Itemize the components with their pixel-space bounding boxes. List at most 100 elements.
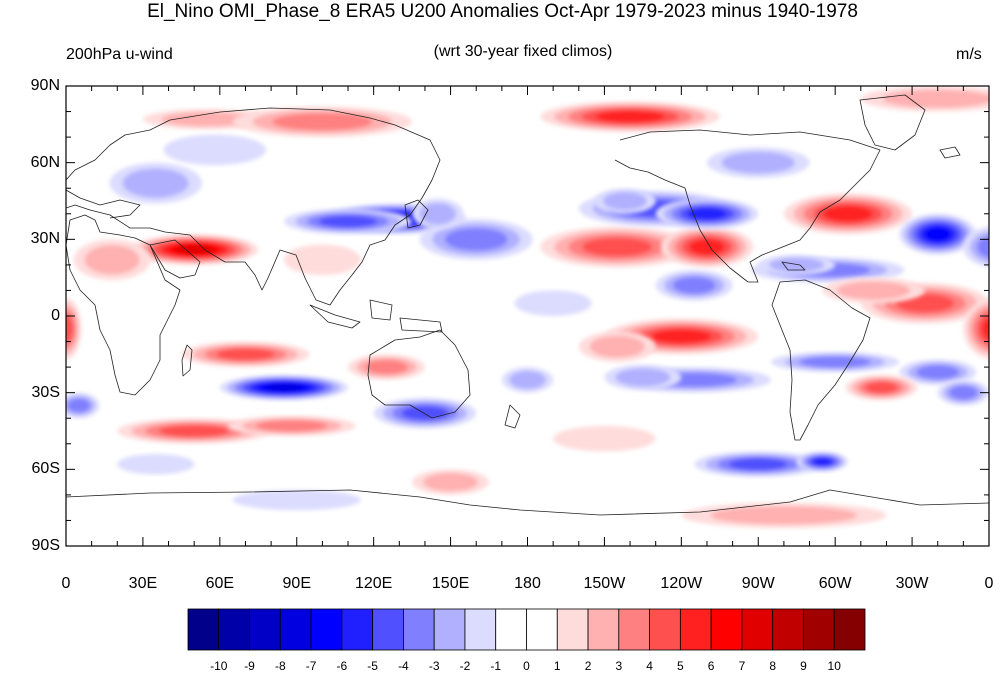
anomaly-contour: [687, 207, 727, 220]
coastline-madagascar: [181, 344, 193, 377]
anomaly-contour: [916, 365, 960, 380]
colorbar-box: [464, 608, 497, 651]
colorbar-label: -5: [367, 659, 378, 673]
anomaly-cell: [117, 454, 195, 475]
anomaly-cell: [655, 270, 733, 301]
colorbar-box: [403, 608, 435, 651]
anomaly-cell: [822, 277, 925, 304]
anomaly-cell: [706, 147, 810, 179]
anomaly-cell: [412, 198, 464, 230]
coastline-south-america: [771, 279, 871, 441]
coastline-arabia: [149, 239, 201, 279]
center-subtitle: (wrt 30-year fixed climos): [433, 43, 613, 60]
anomaly-contour: [122, 168, 189, 198]
latitude-label: 60S: [31, 460, 60, 478]
colorbar-label: -1: [490, 659, 502, 673]
anomaly-contour: [721, 151, 795, 174]
anomaly-contour: [159, 425, 230, 437]
anomaly-contour: [318, 215, 378, 228]
anomaly-contour: [865, 381, 898, 394]
anomaly-contour: [949, 385, 978, 400]
anomaly-contour: [161, 111, 253, 127]
colorbar-label: -3: [428, 659, 440, 673]
longitude-label: 150E: [431, 575, 470, 592]
colorbar-label: 7: [738, 659, 746, 673]
colorbar-box: [649, 608, 681, 651]
coastline-antarctica: [66, 489, 989, 516]
anomaly-cell: [594, 188, 656, 214]
colorbar-box: [587, 608, 620, 651]
anomaly-contour: [256, 420, 328, 432]
longitude-label: 60W: [818, 575, 852, 592]
anomaly-cell: [899, 359, 977, 385]
latitude-label: 30N: [30, 230, 60, 248]
anomaly-contour: [365, 360, 408, 375]
coastline-new-zealand: [504, 404, 521, 429]
anomaly-contour: [401, 406, 449, 421]
anomaly-contour: [163, 134, 266, 166]
colorbar-box: [218, 608, 250, 651]
anomaly-cell: [232, 489, 361, 511]
anomaly-cell: [771, 351, 900, 373]
anomaly-contour: [419, 202, 457, 225]
anomaly-contour: [977, 236, 989, 258]
colorbar-box: [187, 608, 220, 651]
anomaly-cell: [758, 254, 836, 276]
longitude-label: 60E: [205, 575, 235, 592]
coastline-caribbean: [781, 261, 806, 271]
longitude-label: 30W: [895, 575, 929, 592]
coastline-africa: [66, 214, 181, 396]
units-label: m/s: [956, 46, 982, 63]
latitude-label: 0: [51, 307, 60, 324]
anomaly-contour: [769, 257, 825, 273]
colorbar-label: 6: [707, 659, 715, 673]
anomaly-contour: [689, 239, 725, 255]
colorbar-label: 1: [553, 659, 561, 673]
anomaly-cell: [163, 134, 266, 166]
colorbar-label: 8: [769, 659, 777, 673]
anomaly-cell: [501, 367, 554, 393]
latitude-label: 30S: [31, 383, 60, 401]
anomaly-contour: [444, 227, 508, 251]
colorbar-box: [279, 608, 312, 651]
anomaly-contour: [615, 368, 671, 387]
latitude-label: 60N: [30, 153, 60, 171]
colorbar-label: -6: [336, 659, 348, 673]
anomaly-cell: [348, 354, 425, 380]
colorbar-label: -10: [210, 659, 228, 673]
anomaly-contour: [175, 245, 214, 255]
anomaly-cell: [845, 374, 918, 401]
anomaly-cell: [412, 469, 490, 495]
anomaly-cell: [963, 226, 989, 268]
anomaly-contour: [799, 356, 871, 368]
latitude-label: 90S: [31, 537, 60, 554]
colorbar-label: -9: [244, 659, 255, 673]
anomaly-contour: [582, 237, 653, 257]
anomaly-cell: [232, 106, 413, 138]
anomaly-contour: [595, 110, 665, 123]
anomaly-cell: [655, 198, 759, 230]
coastline-iceland: [939, 146, 961, 159]
anomaly-cell: [899, 213, 977, 255]
anomaly-cell: [604, 364, 682, 391]
anomaly-cell: [130, 234, 259, 265]
colorbar-box: [679, 608, 712, 651]
anomaly-cell: [514, 290, 592, 316]
anomaly-contour: [651, 329, 711, 344]
colorbar-label: -2: [459, 659, 471, 673]
longitude-label: 120W: [660, 575, 703, 592]
colorbar-box: [618, 608, 650, 651]
colorbar-label: -4: [398, 659, 409, 673]
anomaly-cell: [419, 218, 533, 260]
longitude-label: 30E: [128, 575, 158, 592]
longitude-label: 150W: [583, 575, 626, 592]
anomaly-contour: [982, 318, 989, 340]
anomaly-cell: [66, 392, 100, 419]
colorbar-box: [526, 608, 558, 651]
anomaly-cell: [219, 374, 349, 401]
anomaly-contour: [729, 458, 788, 471]
coastline-japan: [404, 199, 429, 229]
anomaly-contour: [553, 425, 656, 452]
anomaly-cell: [181, 341, 310, 368]
anomaly-cell: [660, 226, 754, 268]
